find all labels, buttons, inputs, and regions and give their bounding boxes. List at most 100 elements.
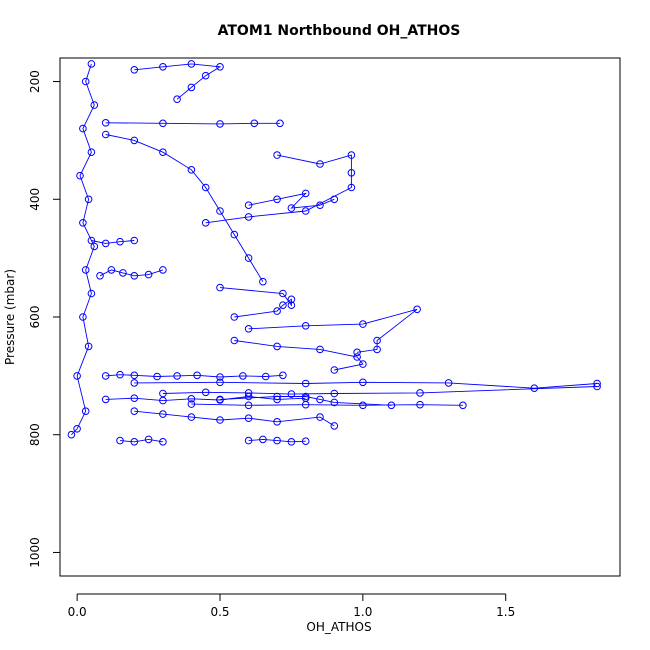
data-point [159,266,167,274]
data-point [387,401,396,410]
data-point [216,396,224,404]
series-line [105,134,264,282]
data-point [81,77,90,86]
data-point [287,438,296,446]
y-tick-label: 200 [28,70,42,93]
data-point [347,183,356,192]
data-point [273,195,281,204]
data-point [87,148,96,156]
data-point [81,407,90,416]
y-tick-label: 800 [28,423,42,446]
y-tick-label: 400 [28,188,42,211]
data-point [130,379,139,387]
plot-frame [59,57,621,577]
series-line [234,340,364,371]
data-point [173,95,181,103]
data-point [201,219,210,227]
data-point [130,272,139,280]
data-point [230,230,239,239]
data-point [216,416,224,424]
data-point [159,438,167,446]
data-series [201,151,356,227]
data-point [301,394,310,403]
data-point [130,66,139,74]
data-series [67,60,99,439]
data-series [130,378,601,393]
series-line [134,63,222,100]
data-point [316,413,324,421]
data-point [87,289,96,298]
series-line [248,308,418,353]
series-line [119,438,163,443]
data-point [116,370,124,379]
data-point [130,407,139,416]
data-point [316,395,324,404]
data-point [359,320,367,328]
data-point [101,130,110,139]
data-series [101,130,267,286]
data-point [130,438,139,446]
data-point [130,371,139,380]
data-point [273,151,281,159]
data-point [279,289,287,298]
data-point [187,395,196,403]
data-point [201,71,210,80]
data-point [101,372,110,380]
data-point [301,189,310,198]
data-point [81,266,90,274]
data-point [359,401,367,410]
data-point [273,342,281,351]
data-point [259,277,267,286]
y-axis-label: Pressure (mbar) [3,269,17,365]
series-line [99,269,164,277]
data-point [187,413,196,421]
series-line [248,438,306,443]
x-tick-label: 1.5 [496,605,515,619]
data-point [330,389,339,398]
data-series [101,119,284,128]
series-line [105,374,283,378]
series-line [248,192,335,209]
chart-title: ATOM1 Northbound OH_ATHOS [218,23,461,39]
data-point [301,207,310,215]
data-point [187,83,196,92]
data-point [130,136,139,145]
data-point [330,366,339,374]
data-point [96,272,104,280]
data-point [101,119,110,127]
data-point [130,394,139,403]
data-point [230,313,239,321]
series-line [191,403,463,406]
data-series [130,60,224,103]
data-point [90,242,99,251]
data-series [244,305,421,357]
x-axis-label: OH_ATHOS [306,620,371,634]
data-point [76,171,84,180]
x-axis: 0.0 0.5 1.0 1.5 [68,593,515,619]
data-point [316,201,324,209]
data-point [193,371,201,380]
data-point [273,395,281,404]
data-point [353,348,361,357]
data-point [107,266,116,274]
data-series [230,336,367,374]
data-point [159,396,167,405]
series-line [91,240,135,244]
data-point [244,392,253,401]
y-axis: 200 400 600 800 1000 [28,70,61,568]
data-point [116,436,124,445]
data-point [276,119,284,128]
x-tick-label: 0.0 [68,605,87,619]
data-point [201,183,210,192]
data-point [216,378,224,387]
data-point [153,372,161,381]
data-point [301,437,310,446]
data-point [459,401,467,410]
data-point [116,237,124,246]
data-point [416,400,424,409]
data-series [116,435,167,446]
data-point [244,254,253,262]
x-tick-label: 1.0 [353,605,372,619]
data-point [301,322,310,330]
data-point [201,388,210,397]
